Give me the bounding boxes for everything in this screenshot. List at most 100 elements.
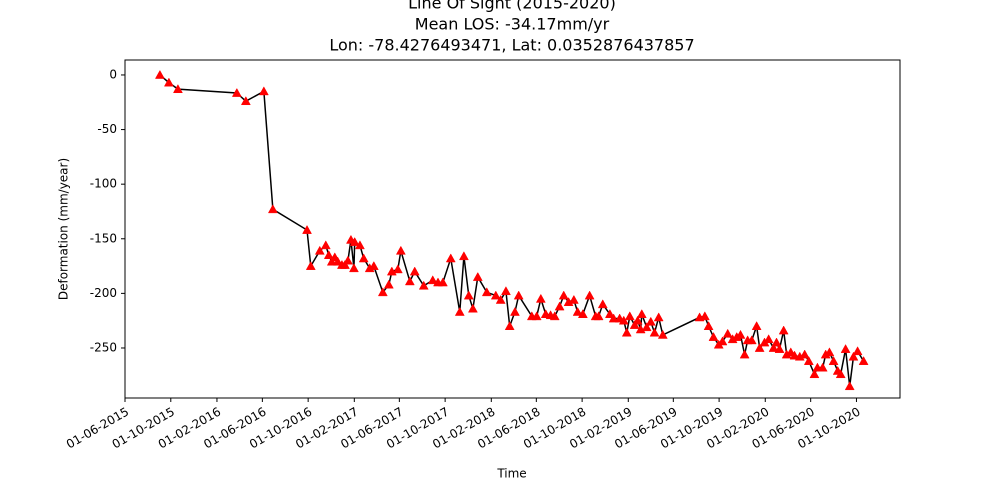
data-marker	[746, 335, 757, 345]
data-marker	[467, 303, 478, 313]
data-marker	[824, 347, 835, 357]
x-axis-label: Time	[496, 467, 526, 481]
data-marker	[513, 290, 524, 300]
y-tick-label: -100	[90, 177, 117, 191]
data-marker	[621, 327, 632, 337]
data-marker	[852, 346, 863, 356]
data-marker	[409, 266, 420, 276]
data-marker	[302, 225, 312, 234]
data-marker	[472, 271, 483, 281]
data-marker	[774, 344, 785, 353]
data-marker	[320, 240, 331, 250]
chart-subtitle: Lon: -78.4276493471, Lat: 0.035287643785…	[329, 36, 694, 55]
data-marker	[717, 336, 728, 346]
data-marker	[463, 290, 474, 300]
data-marker	[735, 329, 746, 339]
data-marker	[427, 275, 438, 285]
data-marker	[454, 306, 465, 316]
data-marker	[554, 301, 565, 311]
data-marker	[632, 315, 643, 325]
data-marker	[535, 293, 546, 303]
data-marker	[392, 264, 403, 274]
data-marker	[608, 313, 619, 323]
data-marker	[445, 253, 456, 263]
data-marker	[172, 84, 183, 94]
data-marker	[240, 96, 251, 106]
data-marker	[258, 86, 269, 96]
data-marker	[768, 342, 779, 352]
data-marker	[437, 277, 448, 287]
data-marker	[597, 299, 608, 309]
y-tick-label: -250	[90, 340, 117, 354]
data-marker	[549, 311, 560, 321]
y-axis-label: Deformation (mm/year)	[57, 158, 71, 300]
data-marker	[572, 306, 583, 316]
data-marker	[835, 369, 846, 379]
plot-frame	[124, 59, 901, 399]
y-tick-label: -200	[90, 286, 117, 300]
data-marker	[636, 309, 647, 318]
data-marker	[763, 334, 774, 344]
data-marker	[377, 287, 388, 297]
data-marker	[418, 280, 429, 290]
data-marker	[343, 255, 353, 265]
data-marker	[368, 261, 379, 270]
data-marker	[848, 351, 859, 361]
data-marker	[708, 332, 719, 341]
data-marker	[809, 369, 820, 379]
data-marker	[383, 279, 394, 289]
data-marker	[778, 325, 789, 335]
data-marker	[844, 381, 855, 391]
data-marker	[358, 253, 369, 263]
data-marker	[510, 306, 520, 316]
data-marker	[771, 337, 782, 347]
data-marker	[490, 290, 501, 300]
data-marker	[722, 328, 733, 338]
data-marker	[395, 245, 406, 255]
data-marker	[754, 342, 765, 352]
data-marker	[231, 87, 242, 97]
data-marker	[657, 329, 668, 339]
chart-subtitle: Mean LOS: -34.17mm/yr	[415, 15, 610, 34]
data-marker	[649, 327, 660, 337]
data-marker	[858, 356, 869, 365]
y-tick-label: -50	[97, 122, 117, 136]
data-marker	[163, 77, 174, 87]
data-marker	[624, 311, 635, 321]
data-marker	[332, 256, 343, 266]
data-marker	[340, 259, 350, 269]
data-marker	[326, 256, 337, 266]
data-marker	[577, 309, 588, 318]
data-marker	[558, 290, 569, 300]
data-marker	[828, 356, 839, 365]
data-marker	[803, 356, 814, 365]
data-marker	[355, 240, 365, 250]
data-marker	[349, 263, 359, 273]
data-marker	[739, 349, 750, 359]
data-marker	[154, 69, 165, 79]
data-marker	[840, 344, 851, 353]
data-marker	[703, 321, 714, 330]
data-marker	[653, 312, 664, 322]
data-marker	[323, 250, 334, 260]
data-marker	[305, 261, 316, 270]
data-marker	[645, 316, 656, 326]
data-marker	[314, 245, 325, 255]
data-marker	[349, 237, 360, 246]
data-marker	[568, 294, 579, 304]
data-marker	[593, 311, 604, 321]
data-marker	[267, 204, 278, 214]
data-marker	[458, 251, 469, 261]
data-marker	[501, 286, 511, 296]
data-marker	[481, 287, 492, 297]
data-marker	[404, 276, 415, 286]
data-marker	[641, 322, 652, 332]
data-marker	[531, 311, 542, 321]
data-marker	[584, 290, 595, 300]
data-marker	[799, 349, 810, 359]
data-marker	[817, 362, 828, 372]
y-tick-label: -150	[90, 231, 117, 245]
data-marker	[751, 321, 762, 330]
chart-title: Line Of Sight (2015-2020)	[408, 0, 616, 13]
